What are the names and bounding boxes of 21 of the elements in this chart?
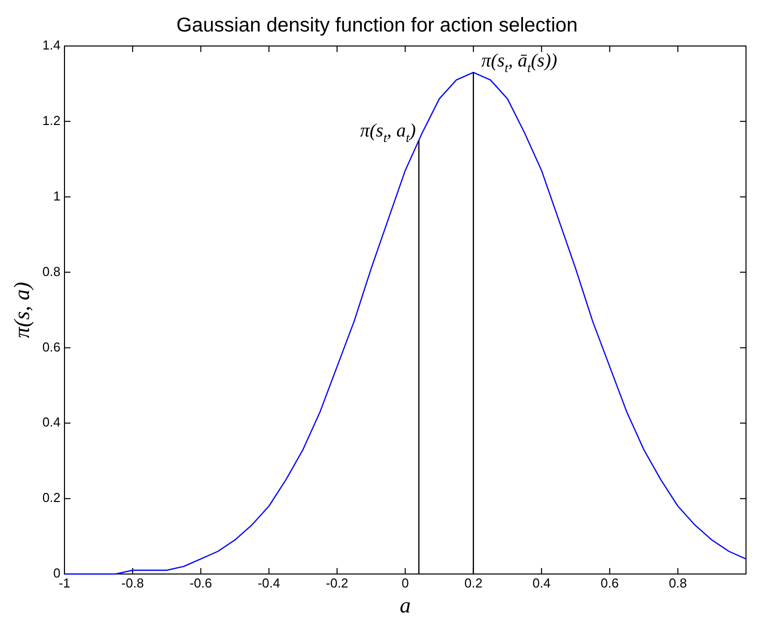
y-axis-title: π(s, a)	[8, 282, 34, 338]
x-tick-label: 0	[402, 575, 409, 590]
x-tick-label: -0.4	[258, 575, 280, 590]
x-tick-label: -0.2	[326, 575, 348, 590]
y-tick-label: 1	[53, 188, 60, 204]
y-tick-label: 0.8	[42, 264, 60, 279]
y-tick-label: 0.4	[42, 414, 60, 430]
x-axis-title: a	[400, 592, 411, 618]
y-tick-label: 0.2	[42, 490, 60, 506]
chart-title: Gaussian density function for action selection	[176, 14, 578, 37]
x-tick-label: -0.6	[190, 575, 212, 590]
x-tick-label: 0.6	[600, 575, 619, 590]
y-tick-label: 1.4	[42, 38, 60, 53]
y-tick-label: 0	[53, 566, 60, 581]
x-tick-label: 0.8	[668, 575, 687, 590]
y-tick-label: 0.6	[42, 339, 60, 354]
x-tick-label: -0.8	[121, 575, 144, 590]
x-tick-label: 0.4	[532, 575, 551, 590]
y-tick-label: 1.2	[42, 113, 60, 128]
x-tick-label: -1	[58, 575, 70, 590]
x-tick-label: 0.2	[464, 575, 482, 590]
